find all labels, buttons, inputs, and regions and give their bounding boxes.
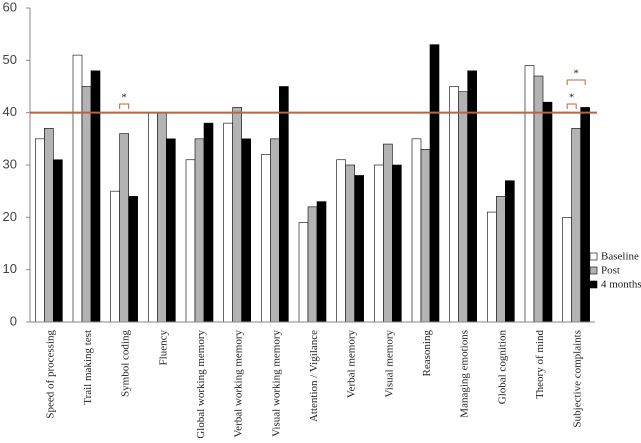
x-tick-label: Visual memory: [383, 330, 395, 398]
bar: [166, 138, 176, 323]
bar: [185, 159, 196, 323]
x-tick-label: Symbol coding: [120, 330, 132, 397]
bar: [128, 196, 138, 323]
y-tick-label: 40: [3, 104, 17, 119]
bar: [487, 211, 497, 323]
x-tick-label: Managing emotions: [459, 330, 471, 418]
bar: [157, 112, 167, 323]
bar: [53, 159, 63, 323]
bar: [270, 138, 280, 323]
x-tick-label: Theory of mind: [534, 330, 546, 400]
bar: [429, 44, 440, 323]
x-tick-label: Trail making test: [82, 330, 94, 405]
bar: [374, 164, 384, 323]
bar: [505, 180, 515, 323]
bar: [35, 138, 45, 323]
y-tick-label: 20: [3, 209, 17, 224]
bar: [345, 164, 355, 323]
bar: [449, 86, 459, 323]
bar: [81, 86, 92, 323]
bar: [279, 86, 289, 323]
bracket: [566, 79, 586, 85]
y-tick-label: 60: [3, 0, 17, 14]
bar: [411, 138, 422, 323]
y-tick-label: 0: [10, 313, 17, 328]
x-tick-label: Verbal memory: [346, 330, 358, 399]
bar: [223, 122, 233, 323]
bracket: [119, 103, 130, 109]
bar: [203, 122, 214, 323]
bar: [261, 154, 271, 323]
x-tick-label: Attention / Vigilance: [308, 330, 320, 422]
x-tick-label: Fluency: [157, 330, 169, 366]
annotation: *: [573, 68, 579, 80]
bar: [420, 149, 431, 323]
annotation: *: [121, 92, 127, 104]
y-tick-label: 30: [3, 156, 17, 171]
x-tick-label: Subjective complaints: [572, 330, 584, 427]
legend-swatch: [589, 266, 598, 275]
bar: [148, 112, 158, 323]
bar: [298, 222, 309, 323]
legend-label: 4 months: [601, 279, 641, 291]
legend-label: Baseline: [601, 251, 639, 263]
y-tick-label: 50: [3, 52, 17, 67]
bar: [194, 138, 205, 323]
bar: [458, 91, 468, 323]
annotation: *: [569, 92, 575, 104]
bar: [241, 138, 251, 323]
bracket: [566, 103, 577, 109]
bar: [524, 65, 535, 323]
legend-label: Post: [601, 265, 620, 277]
bar: [580, 107, 590, 323]
bar: [44, 128, 54, 323]
bar: [571, 128, 581, 323]
x-tick-label: Visual working memory: [270, 330, 282, 437]
x-tick-label: Global working memory: [195, 330, 207, 438]
x-tick-label: Verbal working memory: [233, 330, 245, 438]
bar: [467, 70, 477, 323]
bar: [72, 54, 83, 323]
bar: [354, 175, 364, 323]
x-tick-label: Speed of processing: [44, 330, 56, 419]
bar: [496, 196, 506, 323]
bar: [383, 143, 393, 323]
bar: [232, 107, 242, 323]
bar: [307, 206, 318, 323]
x-tick-label: Reasoning: [421, 330, 433, 377]
bar: [110, 190, 120, 323]
bar: [336, 159, 346, 323]
legend-swatch: [589, 280, 598, 289]
bar: [316, 201, 327, 323]
bar: [562, 217, 572, 323]
bar: [392, 164, 402, 323]
bar: [119, 133, 129, 323]
x-tick-label: Global cognition: [496, 330, 508, 405]
y-tick-label: 10: [3, 261, 17, 276]
bar: [90, 70, 101, 323]
bar: [542, 101, 553, 323]
legend-swatch: [589, 252, 598, 261]
